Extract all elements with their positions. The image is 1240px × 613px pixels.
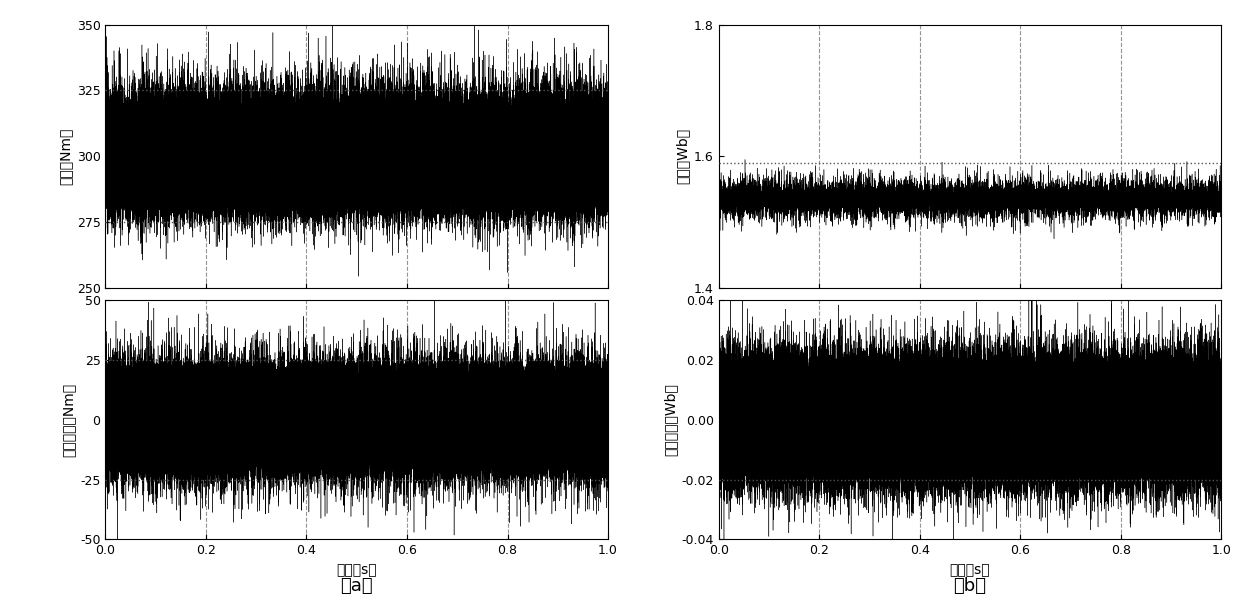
X-axis label: 时间（s）: 时间（s）	[336, 563, 377, 577]
Y-axis label: 磁链误差（Wb）: 磁链误差（Wb）	[663, 383, 677, 456]
Text: （b）: （b）	[954, 577, 987, 595]
Y-axis label: 磁链（Wb）: 磁链（Wb）	[676, 128, 689, 184]
X-axis label: 时间（s）: 时间（s）	[950, 563, 991, 577]
Text: （a）: （a）	[341, 577, 373, 595]
Y-axis label: 转矩（Nm）: 转矩（Nm）	[58, 128, 72, 185]
Y-axis label: 转矩误差（Nm）: 转矩误差（Nm）	[62, 383, 76, 457]
